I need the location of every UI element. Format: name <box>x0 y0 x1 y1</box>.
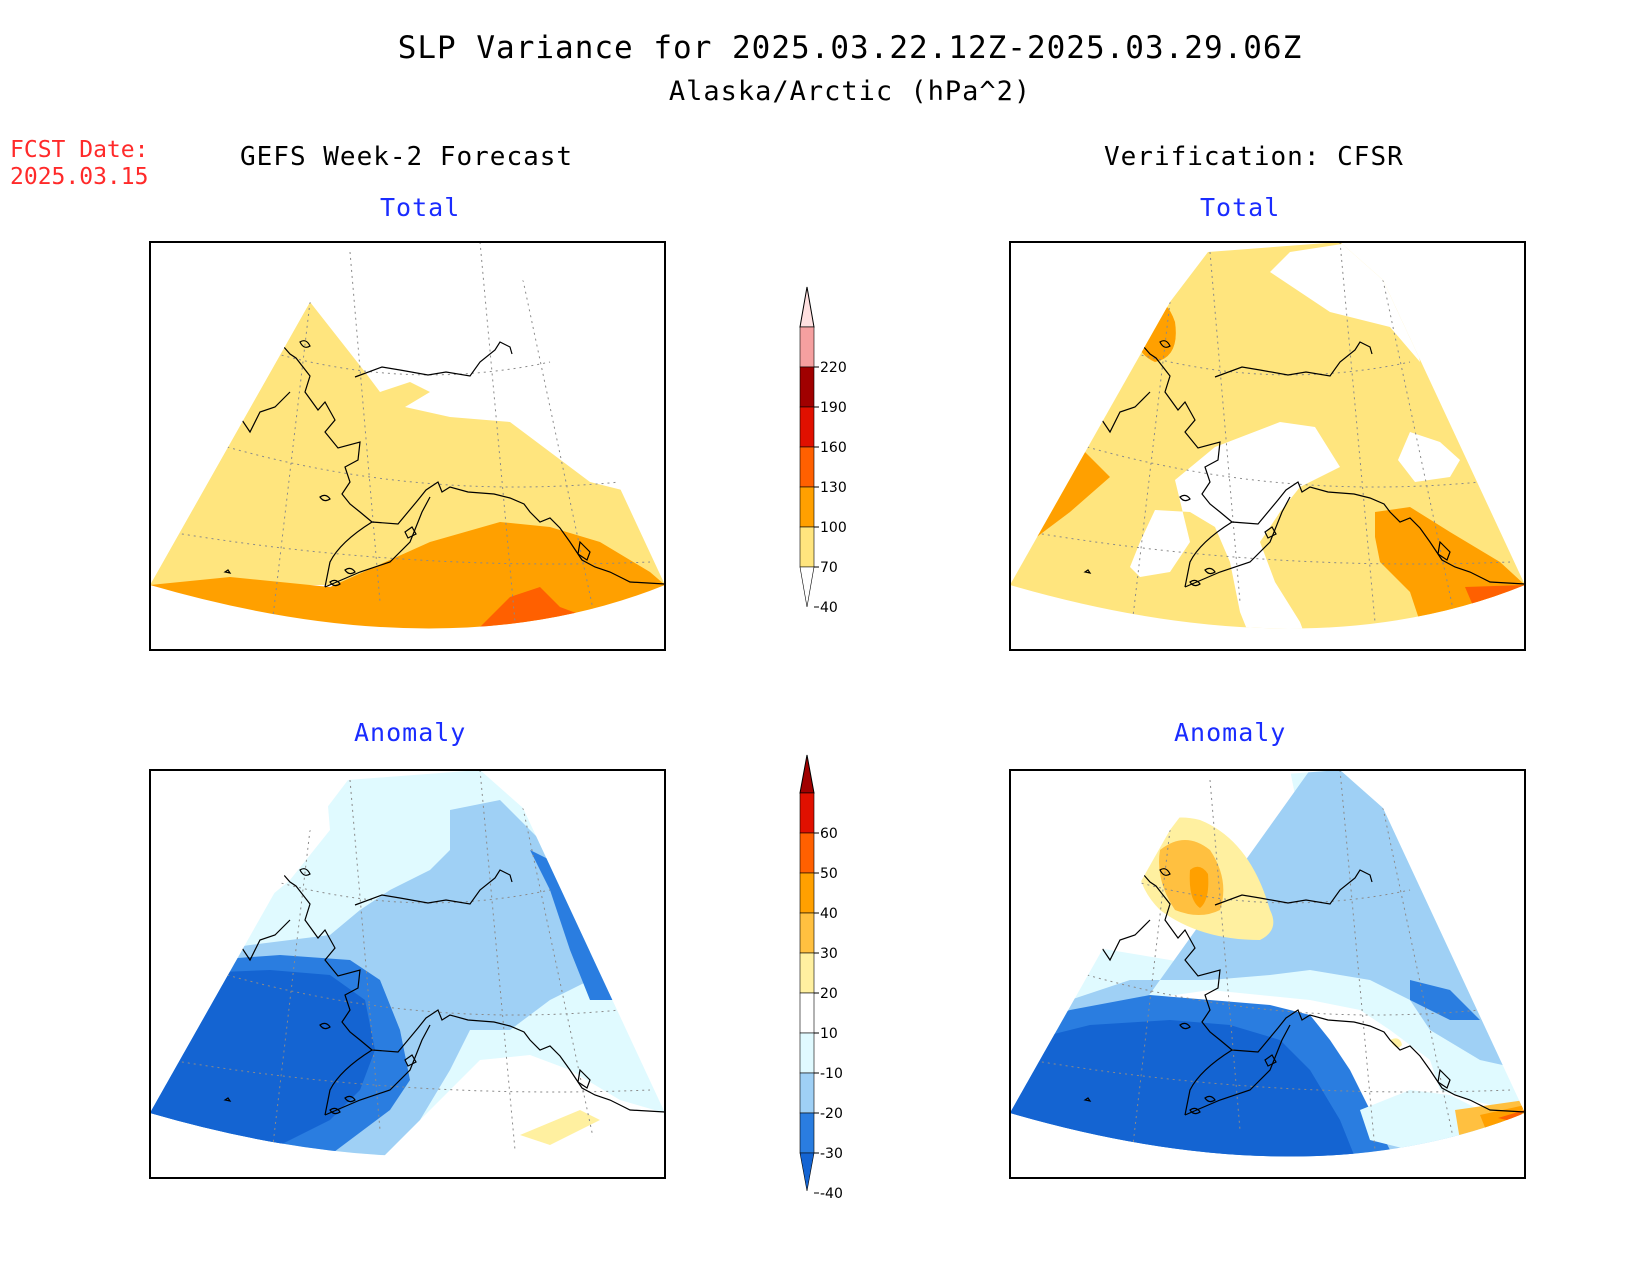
anomaly-colorbar-segment <box>799 952 815 994</box>
verification-column-title: Verification: CFSR <box>1104 142 1404 172</box>
fcst-date-label: FCST Date: <box>10 137 149 163</box>
anomaly-colorbar-tick-label: 30 <box>820 946 838 962</box>
total-colorbar-segment <box>799 406 815 448</box>
total-colorbar-tick-label: 190 <box>820 400 847 416</box>
verification-anomaly-title: Anomaly <box>1174 718 1287 747</box>
anomaly-colorbar-tick-label: -30 <box>820 1146 843 1162</box>
anomaly-colorbar: 60 50 40 30 20 10 -10 -20 -30 -40 <box>799 754 843 1202</box>
total-colorbar-segment <box>799 366 815 408</box>
forecast-total-map <box>149 241 666 651</box>
anomaly-colorbar-segment <box>799 872 815 914</box>
anomaly-colorbar-tick-label: -10 <box>820 1066 843 1082</box>
fcst-date: FCST Date: 2025.03.15 <box>10 137 148 191</box>
forecast-column-title: GEFS Week-2 Forecast <box>240 142 574 172</box>
anomaly-colorbar-tick-label: 50 <box>820 866 838 882</box>
total-colorbar-segment <box>799 446 815 488</box>
total-colorbar-tick-label: 220 <box>820 360 847 376</box>
verification-total-title: Total <box>1200 193 1281 222</box>
main-title: SLP Variance for 2025.03.22.12Z-2025.03.… <box>397 30 1303 66</box>
total-colorbar-segment <box>799 486 815 528</box>
anomaly-colorbar-top-arrow <box>799 754 815 794</box>
total-colorbar: 220 190 160 130 100 70 40 <box>799 286 847 616</box>
total-colorbar-tick-label: 40 <box>820 600 838 616</box>
verification-anomaly-map <box>1009 769 1526 1179</box>
anomaly-colorbar-bottom-arrow <box>799 1152 815 1192</box>
anomaly-colorbar-segment <box>799 992 815 1034</box>
anomaly-colorbar-tick-label: 20 <box>820 986 838 1002</box>
anomaly-colorbar-segment <box>799 792 815 834</box>
total-colorbar-tick-label: 160 <box>820 440 847 456</box>
anomaly-colorbar-tick-label: 60 <box>820 826 838 842</box>
anomaly-colorbar-segment <box>799 832 815 874</box>
anomaly-colorbar-tick-label: -40 <box>820 1186 843 1202</box>
anomaly-colorbar-tick-label: 10 <box>820 1026 838 1042</box>
anomaly-colorbar-segment <box>799 1112 815 1154</box>
anomaly-colorbar-segment <box>799 1032 815 1074</box>
total-colorbar-tick-label: 100 <box>820 520 847 536</box>
total-colorbar-segment <box>799 526 815 568</box>
verification-total-map <box>1009 241 1526 651</box>
anomaly-colorbar-tick-label: -20 <box>820 1106 843 1122</box>
anomaly-colorbar-segment <box>799 1072 815 1114</box>
total-colorbar-top-arrow <box>799 286 815 328</box>
fcst-date-value: 2025.03.15 <box>10 164 149 190</box>
total-colorbar-tick-label: 130 <box>820 480 847 496</box>
total-colorbar-tick-label: 70 <box>820 560 838 576</box>
anomaly-colorbar-tick-label: 40 <box>820 906 838 922</box>
forecast-anomaly-map <box>149 769 666 1179</box>
total-colorbar-bottom-arrow <box>799 566 815 608</box>
forecast-anomaly-title: Anomaly <box>354 718 467 747</box>
total-colorbar-segment <box>799 326 815 368</box>
forecast-total-title: Total <box>380 193 461 222</box>
anomaly-colorbar-segment <box>799 912 815 954</box>
subtitle: Alaska/Arctic (hPa^2) <box>668 76 1032 107</box>
